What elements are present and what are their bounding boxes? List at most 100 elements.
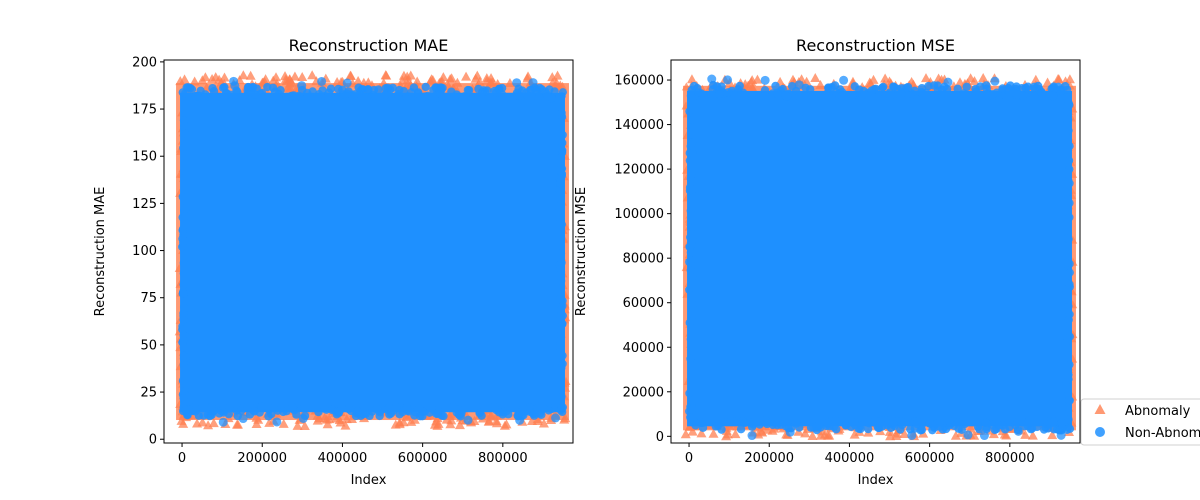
abnomaly-point [307,70,318,80]
non-abnomaly-point [795,92,804,101]
non-abnomaly-point [1065,165,1074,174]
non-abnomaly-point [263,82,272,92]
non-abnomaly-point [463,415,473,425]
non-abnomaly-point [555,206,564,215]
y-tick-label: 20000 [623,385,664,400]
non-abnomaly-point [272,417,282,427]
non-abnomaly-point [557,108,566,117]
legend-box [1080,398,1200,446]
non-abnomaly-point [409,83,419,92]
abnomaly-point [933,73,944,83]
abnomaly-point [547,72,558,82]
non-abnomaly-point [971,84,980,94]
non-abnomaly-point [425,408,434,417]
non-abnomaly-point [953,84,962,94]
y-tick-label: 175 [132,103,157,118]
non-abnomaly-point [814,420,824,430]
non-abnomaly-point [688,185,697,194]
non-abnomaly-point [1058,424,1067,433]
non-abnomaly-point [1063,295,1072,304]
non-abnomaly-point [274,94,283,103]
non-abnomaly-point [179,289,188,298]
abnomaly-point [446,73,457,83]
non-abnomaly-point [298,413,308,423]
abnomaly-point [800,428,811,438]
legend-non-abnomaly-marker [1095,427,1105,437]
non-abnomaly-point [1064,403,1073,412]
abnomaly-point [297,71,308,81]
non-abnomaly-point [342,89,352,98]
abnomaly-point [406,416,417,426]
non-abnomaly-point [495,408,504,417]
non-abnomaly-point [558,88,567,97]
non-abnomaly-point [179,394,188,403]
non-abnomaly-point [344,404,353,414]
non-abnomaly-point [556,325,565,334]
x-tick-label: 200000 [237,451,287,466]
non-abnomaly-point [1064,415,1073,424]
legend-abnomaly-marker [1094,404,1106,414]
non-abnomaly-point [776,420,786,430]
non-abnomaly-point [314,407,323,417]
non-abnomaly-point [402,404,412,413]
non-abnomaly-point [208,84,217,93]
non-abnomaly-point [685,318,694,327]
abnomaly-point [253,414,264,424]
non-abnomaly-point [181,211,190,220]
non-abnomaly-point [841,421,850,430]
non-abnomaly-point [747,92,757,101]
x-tick-label: 400000 [825,451,875,466]
non-abnomaly-point [689,300,698,309]
legend: Abnomaly Non-Abnomaly [1080,398,1200,446]
plot-area [680,72,1078,441]
non-abnomaly-point [179,269,188,278]
abnomaly-point [312,415,323,425]
y-axis-label: Reconstruction MSE [574,187,589,316]
non-abnomaly-point [1064,176,1073,185]
non-abnomaly-point [179,259,188,268]
abnomaly-point [730,429,741,439]
non-abnomaly-point [558,146,567,155]
non-abnomaly-point [178,192,187,201]
non-abnomaly-point [791,417,801,426]
non-abnomaly-point [334,407,344,417]
non-abnomaly-point [723,75,733,85]
non-abnomaly-point [925,419,934,428]
plot-area [174,70,571,430]
non-abnomaly-point [981,418,990,428]
non-abnomaly-point [403,94,412,103]
non-abnomaly-point [363,85,373,94]
non-abnomaly-point [688,216,697,225]
non-abnomaly-point [558,138,567,147]
abnomaly-point [920,73,931,83]
non-abnomaly-point [555,185,564,194]
non-abnomaly-point [342,78,352,88]
abnomaly-point [292,420,303,430]
abnomaly-point [380,70,391,80]
non-abnomaly-point [829,422,839,432]
abnomaly-point [189,76,200,86]
non-abnomaly-point [1064,126,1073,135]
non-abnomaly-point [558,403,567,412]
non-abnomaly-point [823,418,833,428]
non-abnomaly-point [179,343,188,352]
y-axis-label: Reconstruction MAE [93,187,108,317]
non-abnomaly-point [558,169,567,178]
non-abnomaly-point [556,241,565,250]
abnomaly-point [762,424,773,434]
abnomaly-point [1030,74,1041,84]
non-abnomaly-point [1025,417,1034,426]
non-abnomaly-point [859,86,868,96]
non-abnomaly-point [688,404,697,413]
non-abnomaly-point [557,249,566,258]
non-abnomaly-point [929,81,939,90]
non-abnomaly-point [334,84,343,94]
x-tick-label: 0 [685,451,693,466]
non-abnomaly-point [250,407,259,416]
non-abnomaly-point [392,403,401,412]
non-abnomaly-point [1065,360,1074,369]
non-abnomaly-point [805,85,815,94]
chart-title: Reconstruction MAE [289,36,449,55]
non-abnomaly-point [318,86,327,95]
abnomaly-point [815,79,826,89]
